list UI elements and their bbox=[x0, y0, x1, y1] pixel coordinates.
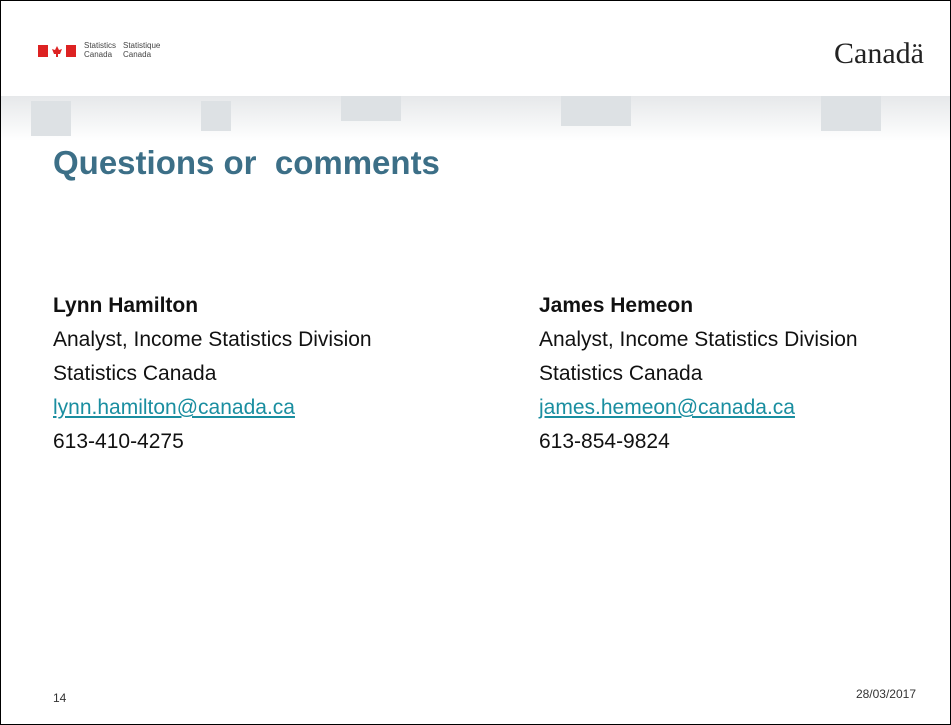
contact-email[interactable]: lynn.hamilton@canada.ca bbox=[53, 396, 295, 419]
wordmark: Canadä bbox=[834, 37, 924, 70]
contact-name: James Hemeon bbox=[539, 294, 694, 317]
flag-logo bbox=[38, 45, 76, 57]
contact-name: Lynn Hamilton bbox=[53, 294, 199, 317]
signature-fr: Statistique Canada bbox=[123, 41, 161, 59]
page-number: 14 bbox=[53, 691, 67, 705]
band-block bbox=[341, 96, 401, 121]
contact-role: Analyst, Income Statistics Division bbox=[539, 328, 858, 351]
band-block bbox=[821, 96, 881, 131]
contact-phone: 613-854-9824 bbox=[539, 430, 670, 453]
contact-email[interactable]: james.hemeon@canada.ca bbox=[539, 396, 795, 419]
date: 28/03/2017 bbox=[855, 687, 916, 701]
band-block bbox=[31, 101, 71, 136]
contact: Lynn Hamilton Analyst, Income Statistics… bbox=[53, 289, 372, 459]
contact: James Hemeon Analyst, Income Statistics … bbox=[539, 289, 858, 459]
contact-org: Statistics Canada bbox=[53, 362, 217, 385]
contact-phone: 613-410-4275 bbox=[53, 430, 184, 453]
contact-role: Analyst, Income Statistics Division bbox=[53, 328, 372, 351]
header-band bbox=[1, 96, 950, 141]
slide-title: Questions or comments bbox=[53, 144, 440, 181]
band-block bbox=[201, 101, 231, 131]
signature-en: Statistics Canada bbox=[84, 41, 117, 59]
contact-org: Statistics Canada bbox=[539, 362, 703, 385]
band-block bbox=[561, 96, 631, 126]
